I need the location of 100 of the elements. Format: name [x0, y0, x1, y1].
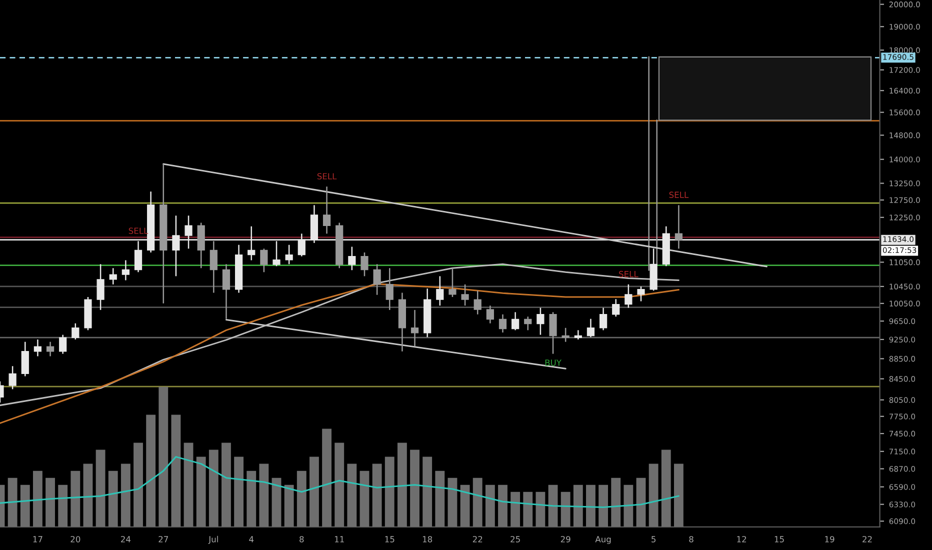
bar — [598, 484, 608, 527]
line-series — [0, 263, 680, 406]
bar — [448, 478, 458, 527]
bar — [586, 484, 596, 527]
bar — [384, 456, 394, 527]
bar — [234, 456, 244, 527]
bar — [184, 442, 194, 527]
bar — [108, 470, 118, 527]
bar — [636, 478, 646, 527]
bar — [624, 484, 634, 527]
candlestick — [674, 204, 683, 250]
bar — [674, 464, 684, 527]
candlestick — [373, 264, 381, 296]
bar — [96, 450, 106, 527]
bar — [171, 414, 181, 527]
candlestick — [586, 318, 595, 338]
x-tick-label: 24 — [120, 536, 131, 542]
bar — [20, 484, 30, 527]
candlestick — [122, 260, 130, 281]
bar — [208, 450, 218, 527]
bar — [548, 484, 558, 527]
bar — [485, 484, 495, 527]
x-tick-label: 17 — [33, 536, 42, 542]
x-tick-label: 20 — [70, 536, 80, 542]
candlestick — [386, 268, 394, 311]
x-tick-label: 12 — [737, 536, 746, 542]
annotation: SELL — [619, 270, 638, 278]
candlestick — [322, 186, 331, 234]
candlestick — [486, 304, 494, 324]
x-tick-label: Jul — [208, 536, 218, 544]
bar — [158, 386, 168, 527]
bar — [146, 414, 156, 527]
bar — [498, 484, 508, 527]
bar — [322, 428, 332, 527]
x-tick-label: 22 — [472, 536, 482, 542]
bar — [272, 478, 282, 527]
candlestick — [96, 264, 104, 311]
candlestick — [59, 334, 67, 354]
bar — [360, 470, 370, 527]
candlestick — [512, 312, 520, 331]
x-tick-label: 15 — [774, 536, 784, 542]
candlestick — [599, 307, 608, 331]
candlestick — [637, 286, 645, 302]
annotation: SELL — [669, 192, 689, 198]
candlestick — [34, 338, 42, 357]
bar — [510, 492, 520, 527]
bar — [83, 464, 93, 527]
candlestick — [72, 322, 80, 340]
candlestick — [549, 312, 557, 354]
candlestick — [360, 252, 368, 277]
bar — [334, 442, 344, 527]
bar — [120, 464, 130, 527]
bar — [222, 442, 231, 527]
bar — [8, 478, 18, 527]
candlestick — [260, 248, 268, 273]
bar — [196, 456, 206, 527]
bar — [460, 484, 470, 527]
candlestick — [461, 284, 469, 306]
candlestick — [436, 276, 444, 306]
candlestick — [574, 330, 582, 340]
annotation: SELL — [317, 173, 337, 180]
x-tick-label: 22 — [862, 536, 872, 542]
bar — [347, 464, 357, 527]
bar — [410, 450, 420, 527]
bar — [648, 464, 658, 527]
bar — [661, 450, 671, 527]
bar — [472, 478, 482, 527]
candlestick — [8, 366, 16, 390]
candlestick — [624, 284, 632, 308]
bar — [32, 470, 42, 527]
bar — [70, 470, 80, 527]
candlestick — [285, 244, 293, 265]
bar — [296, 470, 306, 527]
candlestick — [410, 309, 419, 348]
bar — [284, 484, 294, 527]
candlestick — [222, 264, 230, 320]
candlestick — [46, 341, 54, 357]
bar — [134, 442, 143, 527]
x-tick-label: 5 — [652, 536, 656, 542]
bar — [435, 470, 445, 527]
x-tick-label: 4 — [249, 536, 254, 542]
x-tick-label: 27 — [158, 536, 168, 542]
candlestick — [474, 290, 482, 316]
bar — [611, 478, 621, 527]
x-tick-label: 11 — [334, 536, 344, 542]
bar — [560, 492, 570, 527]
candlestick — [210, 240, 218, 294]
x-tick-label: 25 — [510, 536, 520, 542]
candlestick — [348, 246, 356, 271]
x-tick-label: 8 — [300, 536, 304, 542]
bar — [58, 484, 68, 527]
candlestick — [524, 316, 532, 331]
x-tick-label: 15 — [385, 536, 394, 542]
candlestick — [109, 268, 117, 286]
candlestick — [21, 341, 29, 377]
candlestick — [498, 314, 507, 334]
candlestick — [612, 298, 620, 318]
bar — [397, 442, 407, 527]
bar — [372, 464, 382, 527]
bar — [246, 470, 256, 527]
